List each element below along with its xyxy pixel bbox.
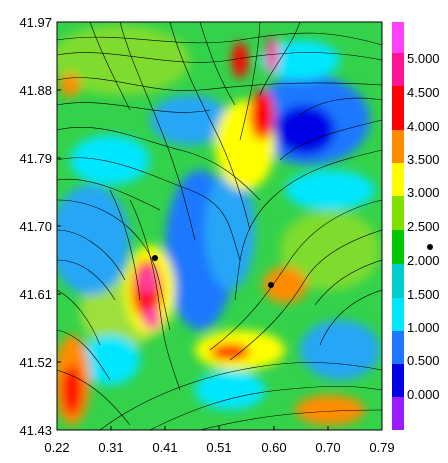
colorbar-segment: [392, 22, 404, 53]
colorbar-label: 5.000: [407, 51, 440, 66]
x-tick-marks: [56, 426, 383, 430]
colorbar-segment: [392, 53, 404, 86]
colorbar-segment: [392, 163, 404, 196]
colorbar-segment: [392, 331, 404, 364]
x-tick-label: 0.70: [315, 440, 340, 455]
y-tick-label: 41.70: [19, 219, 52, 234]
x-tick-labels: 0.22 0.31 0.41 0.51 0.60 0.70 0.79: [44, 440, 394, 455]
y-tick-label: 41.79: [19, 151, 52, 166]
x-tick-label: 0.60: [261, 440, 286, 455]
colorbar-labels: 5.000 4.500 4.000 3.500 3.000 2.500 2.00…: [407, 51, 440, 402]
colorbar-label: 2.000: [407, 253, 440, 268]
colorbar-label: 0.500: [407, 353, 440, 368]
colorbar-segment: [392, 86, 404, 130]
colorbar-segment: [392, 230, 404, 264]
colorbar-label: 0.000: [407, 387, 440, 402]
colorbar: [392, 22, 404, 430]
x-tick-label: 0.22: [44, 440, 69, 455]
colorbar-label: 3.500: [407, 152, 440, 167]
colorbar-label: 3.000: [407, 185, 440, 200]
colorbar-segment: [392, 196, 404, 230]
colorbar-segment: [392, 264, 404, 298]
y-tick-label: 41.43: [19, 423, 52, 438]
y-tick-label: 41.52: [19, 355, 52, 370]
colorbar-segment: [392, 397, 404, 430]
colorbar-segment: [392, 130, 404, 163]
heatmap-field: [57, 22, 382, 430]
colorbar-label: 4.000: [407, 119, 440, 134]
colorbar-segment: [392, 364, 404, 397]
point-marker-2: [268, 282, 274, 288]
y-tick-label: 41.61: [19, 287, 52, 302]
x-tick-label: 0.31: [98, 440, 123, 455]
colorbar-label: 4.500: [407, 85, 440, 100]
colorbar-segment: [392, 298, 404, 331]
point-marker-1: [152, 255, 158, 261]
colorbar-label: 1.500: [407, 287, 440, 302]
x-tick-label: 0.41: [152, 440, 177, 455]
colorbar-label: 1.000: [407, 320, 440, 335]
y-tick-label: 41.88: [19, 83, 52, 98]
x-tick-label: 0.79: [369, 440, 394, 455]
outside-marker: [427, 244, 433, 250]
y-tick-labels: 41.97 41.88 41.79 41.70 41.61 41.52 41.4…: [19, 15, 52, 438]
y-tick-label: 41.97: [19, 15, 52, 30]
y-tick-marks: [57, 21, 61, 431]
colorbar-label: 2.500: [407, 219, 440, 234]
x-tick-label: 0.51: [206, 440, 231, 455]
